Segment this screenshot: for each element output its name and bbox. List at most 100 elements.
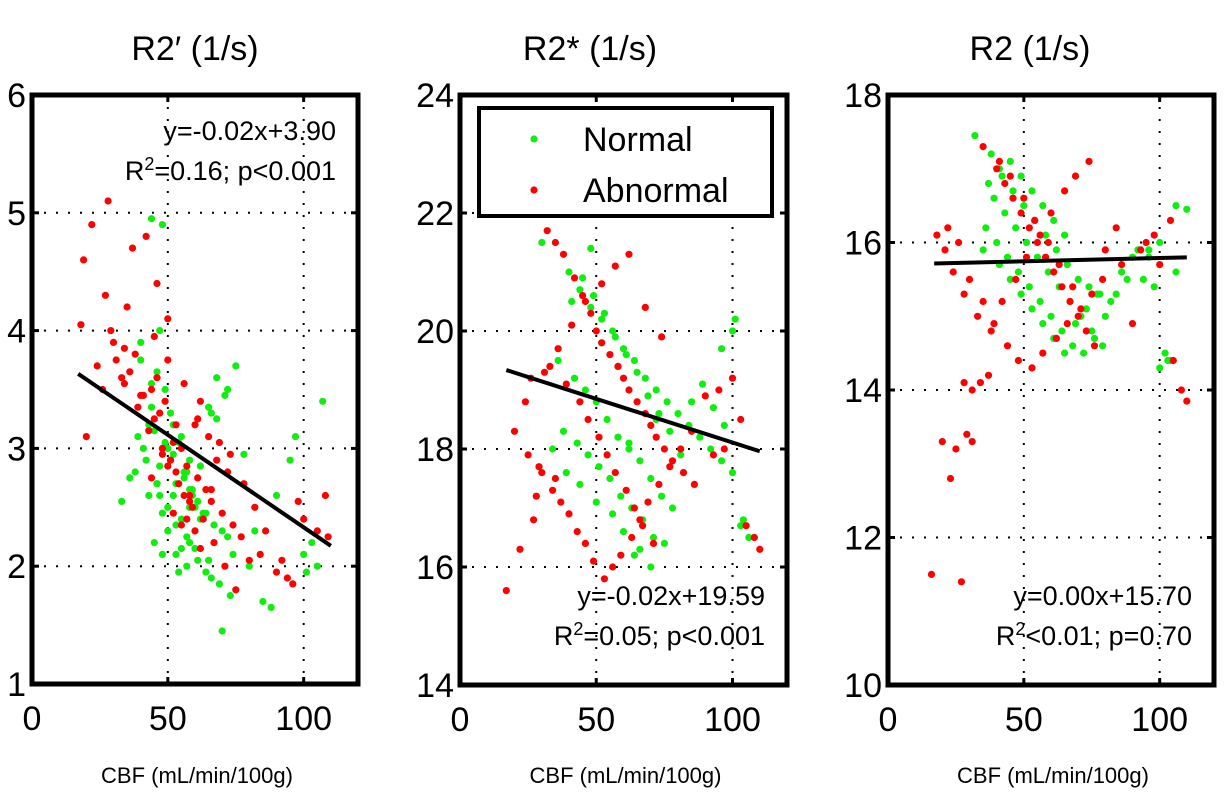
- data-point-abnormal: [993, 165, 1001, 173]
- data-point-abnormal: [636, 516, 644, 524]
- data-point-abnormal: [245, 556, 253, 564]
- x-tick-label: 0: [451, 701, 470, 739]
- data-point-abnormal: [150, 332, 158, 341]
- data-point-normal: [221, 391, 229, 399]
- data-point-normal: [718, 345, 726, 353]
- data-point-abnormal: [194, 474, 202, 482]
- data-point-normal: [145, 491, 153, 500]
- data-point-abnormal: [1150, 231, 1158, 239]
- x-tick-label: 50: [1005, 701, 1043, 739]
- data-point-normal: [559, 427, 568, 435]
- y-tick-label: 16: [844, 225, 882, 263]
- data-point-normal: [1017, 172, 1025, 180]
- data-point-abnormal: [573, 528, 581, 536]
- data-point-abnormal: [1017, 209, 1025, 217]
- data-point-normal: [720, 421, 728, 429]
- data-point-normal: [1061, 349, 1069, 357]
- data-point-normal: [1112, 290, 1120, 298]
- regression-equation: y=-0.02x+3.90: [163, 116, 336, 146]
- data-point-abnormal: [614, 362, 622, 370]
- data-point-normal: [224, 533, 232, 541]
- data-point-normal: [644, 392, 652, 400]
- data-point-abnormal: [1142, 238, 1150, 247]
- data-point-normal: [150, 539, 158, 547]
- data-point-abnormal: [1050, 268, 1058, 276]
- data-point-normal: [169, 450, 177, 458]
- data-point-abnormal: [584, 415, 592, 424]
- data-point-normal: [1139, 275, 1147, 283]
- data-point-abnormal: [963, 430, 971, 438]
- data-point-abnormal: [600, 575, 609, 583]
- data-point-normal: [1039, 202, 1047, 210]
- data-point-normal: [554, 356, 562, 365]
- data-point-abnormal: [164, 462, 172, 470]
- y-tick-label: 24: [416, 77, 454, 115]
- x-tick-label: 0: [879, 701, 898, 739]
- data-point-normal: [207, 409, 215, 417]
- data-point-normal: [177, 433, 185, 441]
- data-point-abnormal: [278, 556, 286, 564]
- data-point-abnormal: [554, 345, 562, 353]
- data-point-normal: [156, 491, 164, 500]
- chart-title: R2* (1/s): [523, 30, 657, 68]
- data-point-normal: [655, 410, 663, 418]
- data-point-abnormal: [979, 297, 987, 306]
- x-axis-label: CBF (mL/min/100g): [101, 763, 293, 788]
- data-point-abnormal: [221, 562, 229, 570]
- data-point-abnormal: [232, 586, 240, 594]
- data-point-abnormal: [1058, 283, 1066, 291]
- data-point-normal: [191, 544, 199, 553]
- data-point-normal: [587, 244, 595, 252]
- data-point-abnormal: [941, 246, 949, 254]
- data-point-normal: [538, 238, 546, 247]
- data-point-abnormal: [622, 486, 630, 494]
- x-tick-label: 50: [149, 700, 187, 738]
- data-point-normal: [272, 491, 281, 500]
- data-point-abnormal: [750, 533, 758, 542]
- data-point-normal: [619, 528, 628, 536]
- data-point-abnormal: [595, 433, 603, 441]
- data-point-normal: [982, 224, 990, 232]
- data-point-abnormal: [1061, 187, 1069, 195]
- data-point-normal: [166, 409, 175, 417]
- data-point-abnormal: [183, 462, 191, 470]
- data-point-abnormal: [974, 312, 982, 320]
- y-tick-label: 4: [7, 313, 26, 351]
- data-point-abnormal: [1001, 179, 1009, 188]
- data-point-normal: [139, 444, 147, 452]
- data-point-normal: [161, 385, 169, 394]
- data-point-abnormal: [628, 533, 636, 542]
- data-point-normal: [1003, 253, 1012, 261]
- data-point-abnormal: [1118, 261, 1126, 269]
- data-point-normal: [210, 521, 218, 529]
- data-point-normal: [240, 450, 248, 458]
- data-point-normal: [1028, 187, 1036, 195]
- data-point-normal: [1042, 231, 1050, 239]
- data-point-normal: [1050, 216, 1058, 224]
- x-axis-label: CBF (mL/min/100g): [530, 763, 722, 788]
- data-point-abnormal: [120, 344, 128, 352]
- data-point-abnormal: [183, 515, 191, 523]
- data-point-abnormal: [568, 321, 576, 329]
- data-point-normal: [625, 445, 633, 453]
- data-point-abnormal: [565, 510, 573, 518]
- data-point-normal: [164, 527, 172, 535]
- data-point-normal: [589, 292, 598, 300]
- x-tick-label: 0: [23, 700, 42, 738]
- data-point-normal: [194, 556, 202, 564]
- data-point-normal: [224, 385, 232, 394]
- data-point-abnormal: [210, 539, 218, 547]
- data-point-abnormal: [530, 516, 538, 524]
- data-point-abnormal: [1085, 157, 1093, 165]
- x-tick-label: 100: [275, 700, 332, 738]
- legend-marker-normal: [530, 135, 538, 143]
- data-point-abnormal: [644, 498, 652, 506]
- data-point-abnormal: [589, 557, 598, 565]
- data-point-abnormal: [128, 244, 137, 252]
- data-point-abnormal: [1169, 356, 1177, 365]
- data-point-abnormal: [617, 551, 625, 559]
- data-point-normal: [579, 274, 587, 282]
- data-point-abnormal: [524, 451, 532, 459]
- data-point-abnormal: [677, 445, 685, 453]
